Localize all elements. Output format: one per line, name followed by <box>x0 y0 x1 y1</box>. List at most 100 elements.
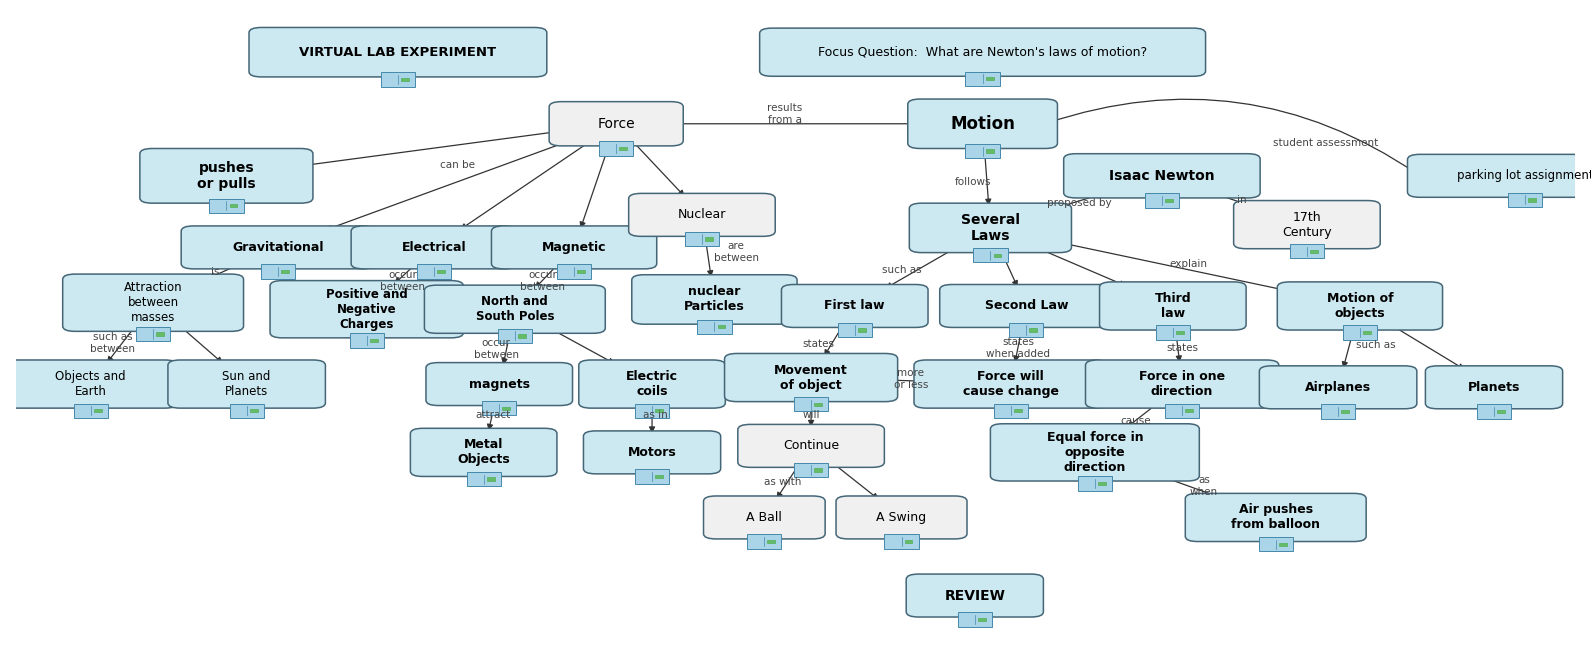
Text: Metal
Objects: Metal Objects <box>457 438 511 466</box>
Text: more
or less: more or less <box>894 368 928 390</box>
FancyBboxPatch shape <box>993 254 1001 257</box>
FancyBboxPatch shape <box>135 327 170 341</box>
FancyBboxPatch shape <box>767 540 775 543</box>
Text: Positive and
Negative
Charges: Positive and Negative Charges <box>326 288 407 331</box>
FancyBboxPatch shape <box>250 409 258 412</box>
FancyBboxPatch shape <box>1165 199 1173 202</box>
FancyBboxPatch shape <box>1508 193 1542 207</box>
FancyBboxPatch shape <box>858 329 866 332</box>
FancyBboxPatch shape <box>557 264 592 279</box>
FancyBboxPatch shape <box>697 319 732 334</box>
Text: Electrical: Electrical <box>401 241 466 254</box>
Text: will: will <box>802 410 819 420</box>
FancyBboxPatch shape <box>156 332 164 335</box>
FancyBboxPatch shape <box>369 339 377 342</box>
FancyBboxPatch shape <box>986 77 993 80</box>
FancyBboxPatch shape <box>1185 493 1367 542</box>
FancyBboxPatch shape <box>169 360 326 408</box>
Text: can be: can be <box>439 160 474 170</box>
FancyBboxPatch shape <box>1321 404 1356 418</box>
Text: in: in <box>1236 195 1246 205</box>
Text: such as
between: such as between <box>91 332 135 354</box>
FancyBboxPatch shape <box>1260 366 1418 409</box>
FancyBboxPatch shape <box>993 404 1028 418</box>
FancyBboxPatch shape <box>908 99 1058 149</box>
Text: occur
between: occur between <box>474 338 519 360</box>
FancyBboxPatch shape <box>703 496 826 539</box>
FancyBboxPatch shape <box>1098 482 1106 485</box>
Text: magnets: magnets <box>469 378 530 390</box>
FancyBboxPatch shape <box>885 535 918 548</box>
FancyBboxPatch shape <box>1155 325 1190 340</box>
Text: occur
between: occur between <box>520 270 565 292</box>
FancyBboxPatch shape <box>1009 323 1044 337</box>
Text: results
from a: results from a <box>767 103 802 125</box>
FancyBboxPatch shape <box>837 323 872 337</box>
Text: Continue: Continue <box>783 440 838 452</box>
Text: is: is <box>212 267 220 277</box>
FancyBboxPatch shape <box>655 475 663 478</box>
Text: Third
law: Third law <box>1155 292 1192 320</box>
FancyBboxPatch shape <box>748 535 781 548</box>
FancyBboxPatch shape <box>905 540 912 543</box>
FancyBboxPatch shape <box>724 353 897 402</box>
FancyBboxPatch shape <box>1185 409 1193 412</box>
Text: parking lot assignment: parking lot assignment <box>1457 169 1591 183</box>
Text: 17th
Century: 17th Century <box>1282 210 1332 238</box>
Text: Planets: Planets <box>1468 381 1519 394</box>
FancyBboxPatch shape <box>815 402 823 406</box>
FancyBboxPatch shape <box>1408 154 1591 197</box>
FancyBboxPatch shape <box>1279 542 1287 546</box>
Text: follows: follows <box>955 177 991 187</box>
FancyBboxPatch shape <box>990 424 1200 481</box>
FancyBboxPatch shape <box>270 281 463 338</box>
FancyBboxPatch shape <box>261 264 294 279</box>
FancyBboxPatch shape <box>426 363 573 406</box>
FancyBboxPatch shape <box>62 274 243 331</box>
Text: A Ball: A Ball <box>746 511 783 524</box>
FancyBboxPatch shape <box>1029 329 1037 332</box>
FancyBboxPatch shape <box>759 28 1206 76</box>
Text: Force will
cause change: Force will cause change <box>963 370 1058 398</box>
FancyBboxPatch shape <box>718 325 725 329</box>
FancyBboxPatch shape <box>5 360 177 408</box>
Text: Isaac Newton: Isaac Newton <box>1109 169 1214 183</box>
FancyBboxPatch shape <box>1099 282 1246 330</box>
Text: as
when: as when <box>1190 475 1219 497</box>
Text: cause: cause <box>1120 416 1150 426</box>
FancyBboxPatch shape <box>1146 193 1179 208</box>
Text: Motors: Motors <box>628 446 676 459</box>
Text: as with: as with <box>764 477 802 487</box>
Text: Airplanes: Airplanes <box>1305 381 1371 394</box>
Text: Electric
coils: Electric coils <box>625 370 678 398</box>
Text: such as: such as <box>1356 340 1395 350</box>
FancyBboxPatch shape <box>632 275 797 324</box>
FancyBboxPatch shape <box>498 329 531 343</box>
FancyBboxPatch shape <box>1343 325 1378 340</box>
Text: attract: attract <box>476 410 511 420</box>
FancyBboxPatch shape <box>1309 250 1317 253</box>
FancyBboxPatch shape <box>584 431 721 474</box>
FancyBboxPatch shape <box>1476 404 1511 418</box>
Text: Gravitational: Gravitational <box>232 241 323 254</box>
FancyBboxPatch shape <box>425 285 605 333</box>
Text: nuclear
Particles: nuclear Particles <box>684 286 745 313</box>
FancyBboxPatch shape <box>815 468 823 471</box>
Text: Sun and
Planets: Sun and Planets <box>223 370 270 398</box>
FancyBboxPatch shape <box>352 226 517 269</box>
FancyBboxPatch shape <box>492 226 657 269</box>
FancyBboxPatch shape <box>1233 201 1379 249</box>
FancyBboxPatch shape <box>350 333 383 348</box>
FancyBboxPatch shape <box>1529 199 1535 202</box>
FancyBboxPatch shape <box>549 102 683 146</box>
Text: Movement
of object: Movement of object <box>775 364 848 392</box>
FancyBboxPatch shape <box>417 264 450 279</box>
FancyBboxPatch shape <box>487 477 495 481</box>
FancyBboxPatch shape <box>978 618 986 622</box>
Text: explain: explain <box>1169 260 1208 270</box>
FancyBboxPatch shape <box>1013 409 1021 412</box>
FancyBboxPatch shape <box>628 193 775 236</box>
FancyBboxPatch shape <box>958 612 991 627</box>
Text: are
between: are between <box>714 241 759 263</box>
FancyBboxPatch shape <box>684 232 719 246</box>
